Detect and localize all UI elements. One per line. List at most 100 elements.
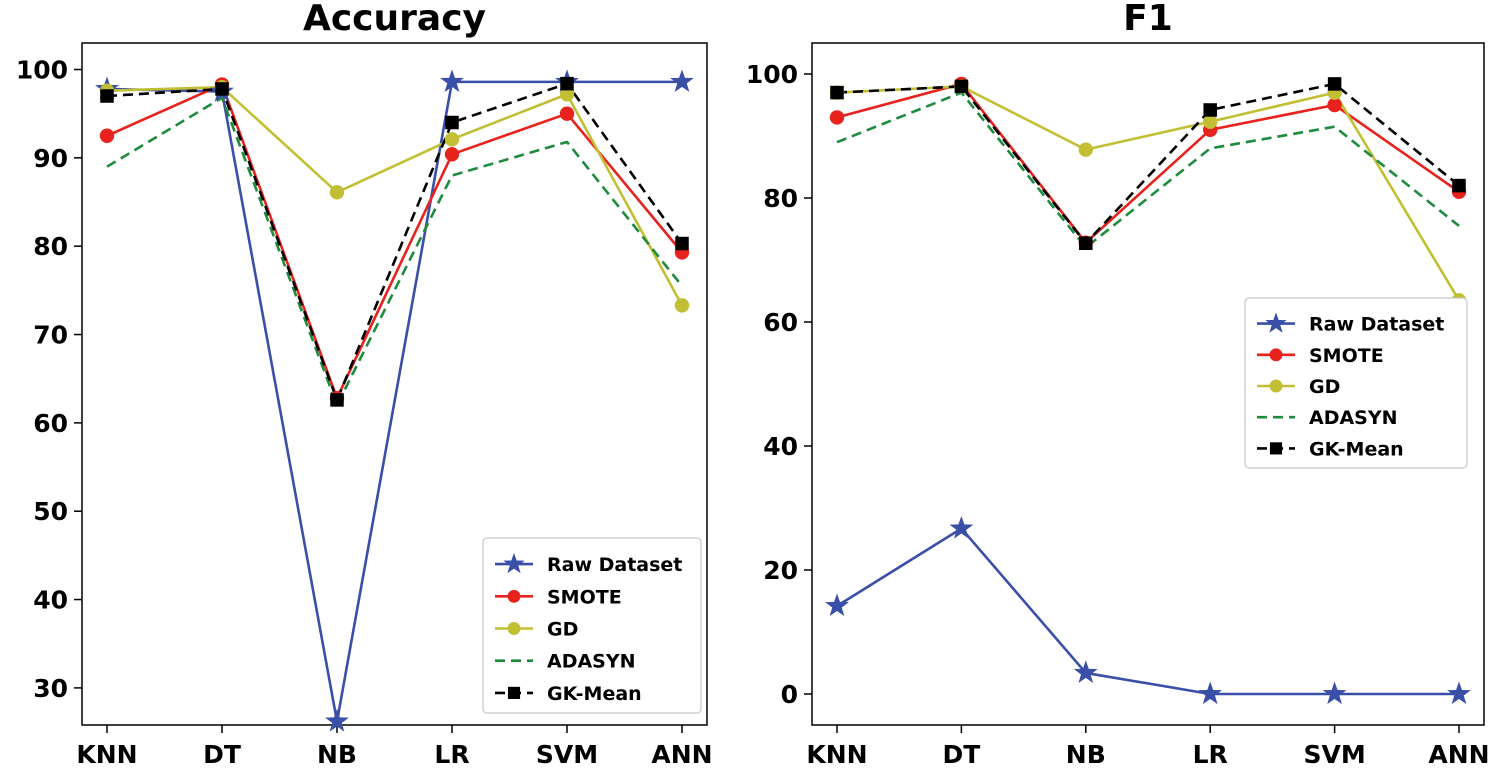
- y-tick-label: 0: [781, 680, 798, 709]
- series-line: [106, 82, 684, 402]
- legend-item-smote: SMOTE: [1257, 345, 1384, 367]
- x-tick-label: DT: [203, 740, 241, 769]
- data-point: [559, 87, 575, 102]
- data-point: [1327, 77, 1342, 91]
- series-line: [106, 83, 684, 400]
- legend-marker: [507, 622, 521, 635]
- data-point: [560, 76, 574, 91]
- y-tick-label: 40: [33, 586, 68, 615]
- y-tick-label: 30: [33, 674, 68, 703]
- y-tick-label: 100: [16, 56, 68, 85]
- x-tick-label: SVM: [1303, 740, 1365, 769]
- markers-smote: [99, 77, 690, 406]
- y-tick-label: 90: [33, 144, 68, 173]
- series-gd: [106, 85, 684, 307]
- legend-item-raw-dataset: Raw Dataset: [1257, 312, 1444, 336]
- legend-label: Raw Dataset: [1309, 314, 1444, 336]
- x-tick-label: NB: [317, 740, 357, 769]
- markers-raw-dataset: [825, 515, 1471, 705]
- series-adasyn: [106, 96, 684, 407]
- series-smote: [106, 83, 684, 400]
- data-point: [215, 82, 229, 96]
- series-line: [106, 80, 682, 723]
- legend-label: GD: [547, 619, 578, 641]
- legend-marker: [1269, 379, 1283, 393]
- y-tick-label: 20: [763, 556, 798, 585]
- series-gk-mean: [836, 82, 1460, 245]
- data-point: [1322, 681, 1347, 705]
- legend-label: GD: [1309, 376, 1340, 398]
- data-point: [1447, 681, 1471, 705]
- series-line: [836, 85, 1461, 301]
- x-tick-label: ANN: [651, 740, 712, 769]
- legend-label: GK-Mean: [547, 683, 642, 705]
- data-point: [674, 298, 690, 313]
- x-tick-label: DT: [942, 740, 980, 769]
- plot-frame: [811, 42, 1485, 726]
- chart-accuracy: Accuracy 30 40 50 60 70 80 90 100 KNN DT NB LR SVM ANN…: [16, 0, 713, 769]
- legend-item-gd: GD: [1257, 376, 1340, 398]
- legend: Raw Dataset SMOTE GD ADASYN GK-Mean: [482, 537, 702, 714]
- data-point: [1073, 660, 1098, 684]
- legend-item-raw-dataset: Raw Dataset: [495, 552, 682, 576]
- legend-marker: [507, 589, 521, 603]
- y-tick-label: 100: [746, 60, 798, 89]
- legend-item-gd: GD: [495, 619, 578, 641]
- legend-label: SMOTE: [547, 586, 622, 608]
- series-line: [836, 91, 1460, 249]
- data-point: [1198, 681, 1223, 705]
- y-tick-label: 60: [33, 409, 68, 438]
- series-line: [836, 527, 1459, 696]
- series-gk-mean: [106, 82, 684, 402]
- legend-box: [1244, 297, 1468, 469]
- data-point: [330, 393, 344, 407]
- data-point: [444, 132, 460, 147]
- markers-gk-mean: [830, 77, 1466, 251]
- data-point: [1079, 236, 1093, 251]
- data-point: [954, 79, 969, 94]
- x-tick-label: ANN: [1428, 740, 1489, 769]
- legend-marker: [1269, 442, 1283, 455]
- data-point: [99, 128, 115, 143]
- legend-item-gk-mean: GK-Mean: [1257, 438, 1404, 460]
- series-line: [106, 96, 684, 407]
- y-tick-label: 50: [33, 497, 68, 526]
- markers-gk-mean: [100, 76, 689, 407]
- legend-label: SMOTE: [1309, 345, 1384, 367]
- data-point: [830, 85, 844, 100]
- legend-item-adasyn: ADASYN: [1257, 407, 1398, 429]
- series-gd: [836, 85, 1461, 301]
- series-line: [836, 82, 1460, 244]
- legend-label: ADASYN: [547, 651, 636, 673]
- data-point: [949, 515, 974, 539]
- x-tick-label: NB: [1066, 740, 1106, 769]
- data-point: [1203, 114, 1218, 129]
- x-tick-label: KNN: [806, 740, 867, 769]
- data-point: [1327, 97, 1342, 113]
- y-tick-label: 80: [763, 184, 798, 213]
- data-point: [444, 147, 460, 162]
- y-tick-label: 70: [33, 321, 68, 350]
- data-point: [325, 708, 349, 732]
- data-point: [440, 69, 464, 92]
- legend-item-gk-mean: GK-Mean: [495, 683, 642, 705]
- series-adasyn: [836, 91, 1460, 249]
- x-tick-label: KNN: [76, 740, 137, 769]
- data-point: [1452, 178, 1466, 193]
- legend-label: ADASYN: [1309, 407, 1398, 429]
- data-point: [100, 89, 114, 103]
- data-point: [829, 110, 845, 125]
- data-point: [825, 593, 849, 617]
- chart-title: Accuracy: [303, 0, 486, 39]
- legend-item-adasyn: ADASYN: [495, 651, 636, 673]
- series-smote: [836, 82, 1460, 244]
- data-point: [675, 236, 689, 251]
- legend: Raw Dataset SMOTE GD ADASYN GK-Mean: [1244, 297, 1468, 469]
- x-tick-label: LR: [1193, 740, 1228, 769]
- y-tick-label: 80: [33, 232, 68, 261]
- y-tick-label: 60: [763, 308, 798, 337]
- legend-item-smote: SMOTE: [495, 586, 622, 608]
- legend-marker: [1265, 312, 1287, 333]
- legend-marker: [507, 686, 521, 699]
